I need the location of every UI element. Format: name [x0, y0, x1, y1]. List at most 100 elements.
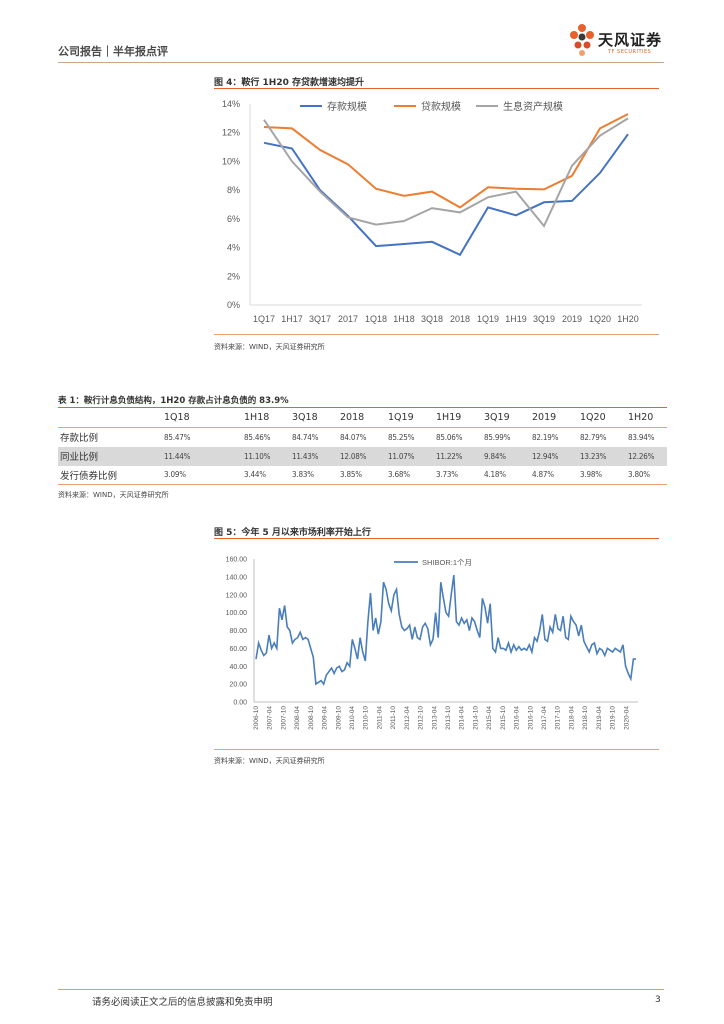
table-cell: 85.06% [436, 432, 463, 442]
chart1-ytick-label: 10% [222, 156, 240, 166]
chart2-xtick-label: 2008-10 [308, 706, 315, 730]
chart1-series-line-1 [263, 113, 629, 209]
table-cell: 12.08% [340, 446, 388, 466]
chart2-xtick-label: 2015-04 [486, 706, 493, 730]
table-cell: 4.87% [532, 465, 580, 485]
chart2-legend-label: SHIBOR:1个月 [422, 558, 472, 567]
company-logo: 天风证券 TF SECURITIES [568, 22, 668, 60]
table-header-cell: 3Q18 [292, 407, 340, 428]
table-row-label: 同业比例 [58, 446, 164, 466]
table1-title: 表 1：鞍行计息负债结构，1H20 存款占计息负债的 83.9% [58, 396, 289, 406]
header-divider [58, 62, 664, 63]
table-cell: 3.85% [340, 465, 388, 485]
chart2-xtick-label: 2008-04 [294, 706, 301, 730]
chart2-ytick-label: 120.00 [226, 592, 248, 599]
table-cell: 3.83% [292, 465, 340, 485]
table-header-cell: 1Q19 [388, 407, 436, 428]
chart2-xtick-label: 2010-10 [363, 706, 370, 730]
chart2-ytick-label: 60.00 [229, 646, 247, 653]
chart2-xtick-label: 2018-10 [582, 706, 589, 730]
table-cell: 3.68% [388, 465, 436, 485]
chart1-ytick-label: 14% [222, 99, 240, 109]
chart1-series-line-2 [263, 117, 629, 228]
chart1-xtick-label: 2017 [338, 314, 358, 324]
table-cell: 12.26% [628, 446, 667, 466]
chart1-ytick-label: 2% [227, 271, 240, 281]
chart1-xtick-label: 3Q18 [421, 314, 443, 324]
chart2-xtick-label: 2009-04 [322, 706, 329, 730]
chart2-ytick-label: 20.00 [229, 682, 247, 689]
chart2-xtick-label: 2013-04 [431, 706, 438, 730]
chart1-xtick-label: 2018 [450, 314, 470, 324]
chart2-xtick-label: 2012-04 [404, 706, 411, 730]
chart2-xtick-label: 2013-10 [445, 706, 452, 730]
table-header-cell [58, 407, 164, 428]
chart2-xtick-label: 2010-04 [349, 706, 356, 730]
table-cell: 3.80% [628, 465, 667, 485]
table-header-cell: 1H18 [244, 407, 292, 428]
table-header-cell: 1H20 [628, 407, 667, 428]
chart2-xtick-label: 2016-04 [514, 706, 521, 730]
logo-text: 天风证券 [598, 31, 663, 49]
table-row-label: 发行债券比例 [58, 465, 164, 485]
figure5-title-rule [214, 538, 659, 539]
chart2-xtick-label: 2014-04 [459, 706, 466, 730]
figure5-bottom-rule [214, 749, 659, 750]
table-cell: 82.79% [580, 432, 607, 442]
report-type-header: 公司报告｜半年报点评 [58, 45, 168, 58]
table-cell: 11.22% [436, 446, 484, 466]
chart1-xtick-label: 1Q17 [253, 314, 275, 324]
table-header-cell: 1Q18 [164, 407, 244, 428]
chart2-xtick-label: 2016-10 [527, 706, 534, 730]
chart1-xtick-label: 1H18 [393, 314, 415, 324]
table-cell: 85.47% [164, 432, 191, 442]
chart2-xtick-label: 2009-10 [335, 706, 342, 730]
chart1-legend-label: 贷款规模 [421, 100, 461, 113]
logo-petal-icon [570, 24, 594, 56]
chart2-xtick-label: 2011-10 [390, 706, 397, 730]
chart2-xtick-label: 2018-04 [568, 706, 575, 730]
table-cell: 83.94% [628, 432, 655, 442]
table1-source: 资料来源：WIND，天风证券研究所 [58, 491, 169, 499]
chart1-xtick-label: 1H20 [617, 314, 639, 324]
table-cell: 4.18% [484, 465, 532, 485]
chart1-xtick-label: 1Q20 [589, 314, 611, 324]
chart2-xtick-label: 2019-10 [610, 706, 617, 730]
figure4-title-rule [214, 88, 659, 89]
chart1-series-line-0 [263, 133, 629, 257]
figure5-source: 资料来源：WIND，天风证券研究所 [214, 757, 325, 765]
chart2-xtick-label: 2011-04 [376, 706, 383, 730]
chart2-xtick-label: 2007-10 [280, 706, 287, 730]
chart2-ytick-label: 160.00 [226, 557, 248, 564]
footer-disclaimer: 请务必阅读正文之后的信息披露和免责申明 [92, 997, 273, 1008]
table-cell: 85.25% [388, 432, 415, 442]
chart1-xtick-label: 1Q19 [477, 314, 499, 324]
chart1-ytick-label: 12% [222, 128, 240, 138]
table-row: 同业比例 11.44% 11.10% 11.43% 12.08% 11.07% 11.22%… [58, 446, 667, 466]
table-header-cell: 2019 [532, 407, 580, 428]
chart1-legend-label: 存款规模 [327, 100, 367, 113]
chart2-xtick-label: 2017-04 [541, 706, 548, 730]
page-number: 3 [655, 995, 661, 1005]
chart1-xtick-label: 2019 [562, 314, 582, 324]
table-cell: 3.73% [436, 465, 484, 485]
table-cell: 12.94% [532, 446, 580, 466]
figure4-title: 图 4：鞍行 1H20 存贷款增速均提升 [214, 78, 364, 88]
table-cell: 84.07% [340, 432, 367, 442]
chart1-ytick-label: 0% [227, 300, 240, 310]
chart2-xtick-label: 2017-10 [555, 706, 562, 730]
table-header-cell: 1H19 [436, 407, 484, 428]
chart2-xtick-label: 2015-10 [500, 706, 507, 730]
table-row: 存款比例 85.47% 85.46% 84.74% 84.07% 85.25% 85.06%… [58, 428, 667, 447]
table-cell: 9.84% [484, 446, 532, 466]
table-row-label: 存款比例 [60, 433, 99, 445]
deposit-loan-growth-chart: 0% 2% 4% 6% 8% 10% 12% 14% 1Q17 1H17 3Q17 2017 1Q18 1… [222, 99, 642, 324]
chart2-xtick-label: 2006-10 [253, 706, 260, 730]
chart2-xtick-label: 2019-04 [596, 706, 603, 730]
footer-divider [58, 989, 664, 990]
chart1-xtick-label: 3Q19 [533, 314, 555, 324]
chart2-ytick-label: 80.00 [229, 628, 247, 635]
chart2-series-line [255, 574, 636, 686]
chart2-xtick-label: 2014-10 [472, 706, 479, 730]
table-cell: 11.07% [388, 446, 436, 466]
